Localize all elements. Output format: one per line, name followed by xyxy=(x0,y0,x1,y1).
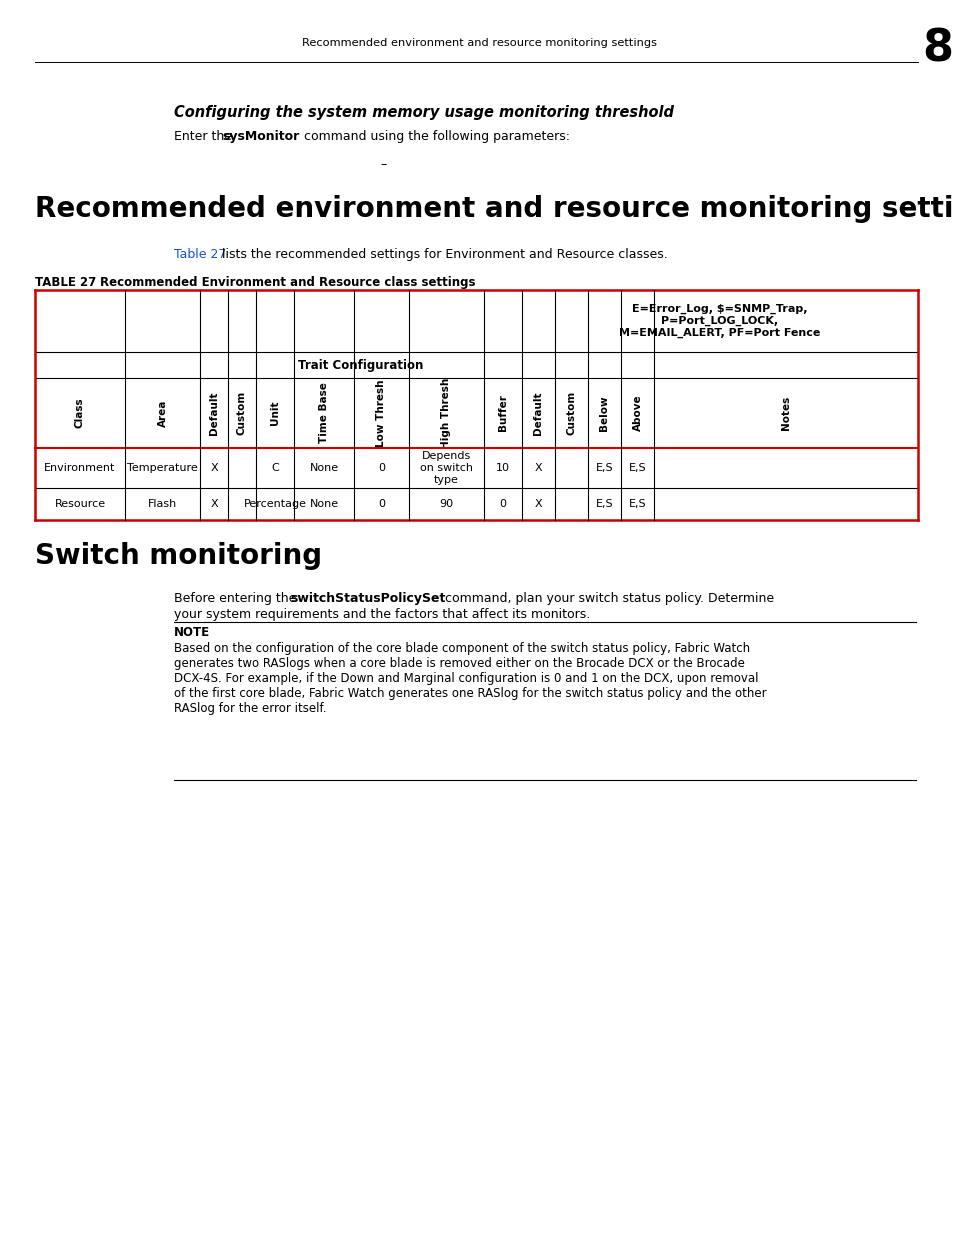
Text: 0: 0 xyxy=(499,499,506,509)
Text: Environment: Environment xyxy=(44,463,115,473)
Text: switchStatusPolicySet: switchStatusPolicySet xyxy=(290,592,445,605)
Text: of the first core blade, Fabric Watch generates one RASlog for the switch status: of the first core blade, Fabric Watch ge… xyxy=(173,687,766,700)
Text: TABLE 27: TABLE 27 xyxy=(35,275,96,289)
Text: Below: Below xyxy=(598,395,609,431)
Text: 8: 8 xyxy=(921,28,952,70)
Text: command, plan your switch status policy. Determine: command, plan your switch status policy.… xyxy=(440,592,773,605)
Text: High Thresh: High Thresh xyxy=(441,378,451,448)
Text: Temperature: Temperature xyxy=(127,463,197,473)
Text: None: None xyxy=(309,499,338,509)
Text: E,S: E,S xyxy=(595,463,613,473)
Text: Depends
on switch
type: Depends on switch type xyxy=(419,452,473,484)
Text: Default: Default xyxy=(209,391,219,435)
Text: E,S: E,S xyxy=(628,499,645,509)
Text: Class: Class xyxy=(75,398,85,429)
Text: Recommended environment and resource monitoring settings: Recommended environment and resource mon… xyxy=(302,38,657,48)
Text: 0: 0 xyxy=(377,463,385,473)
Text: Unit: Unit xyxy=(270,400,280,425)
Text: X: X xyxy=(210,499,217,509)
Text: Area: Area xyxy=(157,399,168,426)
Text: your system requirements and the factors that affect its monitors.: your system requirements and the factors… xyxy=(173,608,590,621)
Text: Percentage: Percentage xyxy=(243,499,306,509)
Text: Before entering the: Before entering the xyxy=(173,592,300,605)
Text: Custom: Custom xyxy=(566,390,576,435)
Text: Resource: Resource xyxy=(54,499,106,509)
Text: command using the following parameters:: command using the following parameters: xyxy=(299,130,569,143)
Text: C: C xyxy=(271,463,278,473)
Text: Based on the configuration of the core blade component of the switch status poli: Based on the configuration of the core b… xyxy=(173,642,749,655)
Text: DCX-4S. For example, if the Down and Marginal configuration is 0 and 1 on the DC: DCX-4S. For example, if the Down and Mar… xyxy=(173,672,758,685)
Text: Recommended environment and resource monitoring settings: Recommended environment and resource mon… xyxy=(35,195,953,224)
Text: Above: Above xyxy=(632,395,641,431)
Text: Default: Default xyxy=(533,391,543,435)
Text: Buffer: Buffer xyxy=(497,394,507,431)
Text: X: X xyxy=(534,499,541,509)
Text: Recommended Environment and Resource class settings: Recommended Environment and Resource cla… xyxy=(100,275,475,289)
Text: generates two RASlogs when a core blade is removed either on the Brocade DCX or : generates two RASlogs when a core blade … xyxy=(173,657,744,671)
Text: Flash: Flash xyxy=(148,499,177,509)
Text: Table 27: Table 27 xyxy=(173,248,226,261)
Text: –: – xyxy=(379,158,386,170)
Text: E,S: E,S xyxy=(595,499,613,509)
Text: 90: 90 xyxy=(439,499,453,509)
Text: Notes: Notes xyxy=(781,396,790,430)
Text: E=Error_Log, $=SNMP_Trap,
P=Port_LOG_LOCK,
M=EMAIL_ALERT, PF=Port Fence: E=Error_Log, $=SNMP_Trap, P=Port_LOG_LOC… xyxy=(618,304,820,338)
Text: Switch monitoring: Switch monitoring xyxy=(35,542,322,571)
Text: X: X xyxy=(534,463,541,473)
Text: Low Thresh: Low Thresh xyxy=(376,379,386,447)
Text: E,S: E,S xyxy=(628,463,645,473)
Text: X: X xyxy=(210,463,217,473)
Text: 10: 10 xyxy=(496,463,510,473)
Text: sysMonitor: sysMonitor xyxy=(222,130,299,143)
Text: Enter the: Enter the xyxy=(173,130,235,143)
Text: Custom: Custom xyxy=(236,390,247,435)
Text: 0: 0 xyxy=(377,499,385,509)
Text: Time Base: Time Base xyxy=(318,383,329,443)
Text: lists the recommended settings for Environment and Resource classes.: lists the recommended settings for Envir… xyxy=(218,248,667,261)
Text: Configuring the system memory usage monitoring threshold: Configuring the system memory usage moni… xyxy=(173,105,673,120)
Text: RASlog for the error itself.: RASlog for the error itself. xyxy=(173,701,326,715)
Text: NOTE: NOTE xyxy=(173,626,210,638)
Text: None: None xyxy=(309,463,338,473)
Text: Trait Configuration: Trait Configuration xyxy=(298,358,423,372)
